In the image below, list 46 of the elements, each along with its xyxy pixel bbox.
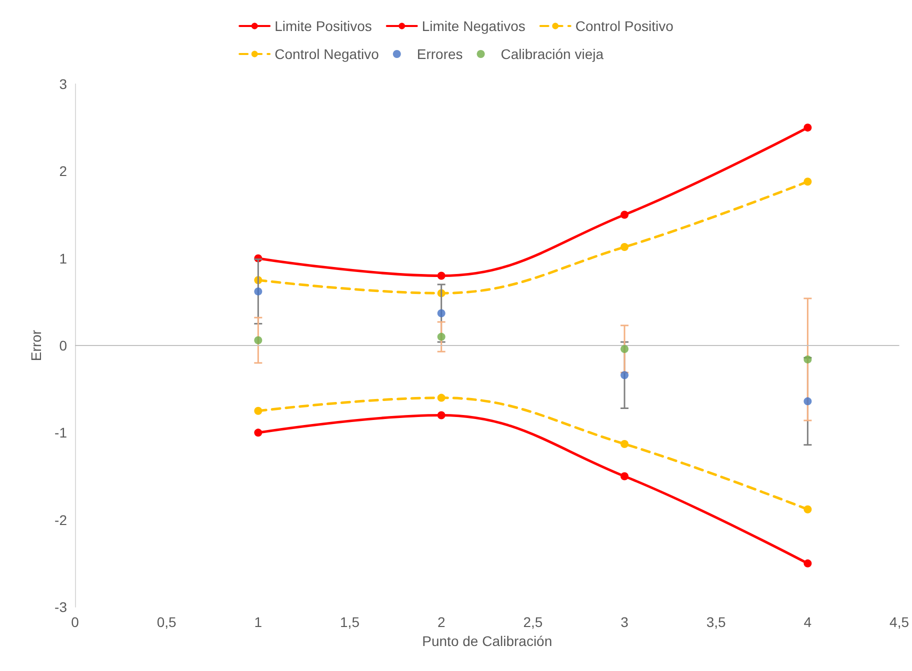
point [620, 210, 629, 219]
point [804, 559, 812, 568]
x-tick-label: 3,5 [706, 614, 726, 630]
point [804, 505, 812, 514]
point [804, 178, 812, 186]
y-axis-title: Error [28, 330, 44, 362]
x-tick-label: 1,5 [340, 614, 360, 630]
y-tick-label: 1 [59, 250, 68, 266]
y-tick-label: -3 [54, 599, 68, 615]
y-tick-label: -1 [54, 424, 68, 441]
y-tick-label: 0 [59, 338, 68, 354]
x-tick-label: 2 [437, 614, 446, 630]
x-tick-label: 4 [804, 614, 812, 630]
legend-label: Limite Negativos [422, 18, 526, 34]
legend-label: Control Positivo [575, 18, 674, 34]
point [804, 124, 812, 132]
x-tick-label: 1 [254, 614, 262, 630]
x-tick-label: 0,5 [156, 614, 177, 630]
point [437, 309, 446, 318]
legend-label: Errores [416, 46, 463, 62]
legend-label: Calibración vieja [500, 46, 604, 62]
y-tick-label: 3 [59, 76, 68, 92]
x-tick-label: 3 [620, 614, 629, 630]
point [254, 428, 262, 437]
point [620, 371, 629, 380]
point [254, 336, 262, 344]
y-tick-label: 2 [59, 163, 68, 180]
y-tick-label: -2 [54, 512, 68, 528]
point [437, 272, 446, 280]
point [437, 394, 446, 402]
legend-label: Control Negativo [274, 46, 380, 62]
point [437, 332, 446, 341]
point [620, 440, 629, 448]
x-tick-label: 4,5 [890, 614, 910, 630]
point [620, 344, 629, 353]
point [804, 397, 812, 406]
x-axis-title: Punto de Calibración [422, 632, 552, 649]
point [620, 472, 629, 480]
point [437, 411, 446, 420]
point [254, 406, 262, 415]
legend-label: Limite Positivos [274, 18, 372, 34]
x-tick-label: 0 [71, 614, 80, 630]
x-tick-label: 2,5 [523, 614, 543, 630]
point [254, 287, 262, 296]
point [620, 243, 629, 251]
point [804, 355, 812, 364]
